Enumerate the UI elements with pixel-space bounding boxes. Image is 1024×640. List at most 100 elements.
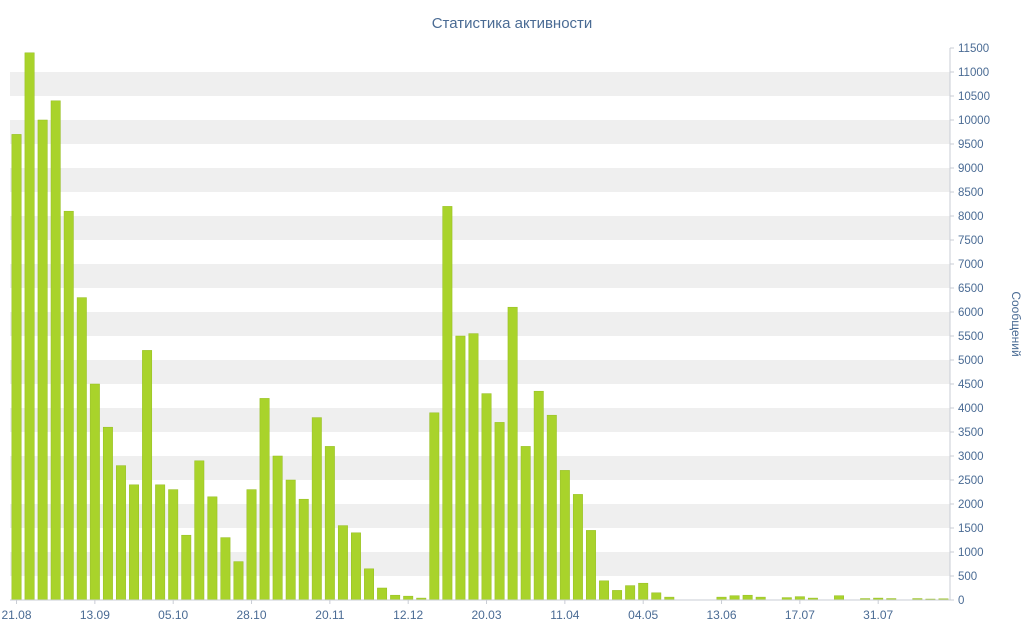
bar[interactable] <box>546 414 557 601</box>
bar[interactable] <box>324 446 335 601</box>
bar[interactable] <box>559 470 570 601</box>
bar[interactable] <box>259 398 270 601</box>
bar[interactable] <box>612 590 623 601</box>
bar[interactable] <box>129 484 139 601</box>
y-tick-label: 5000 <box>958 355 984 367</box>
y-tick-label: 5500 <box>958 331 984 343</box>
bar[interactable] <box>794 596 805 601</box>
bar[interactable] <box>220 537 231 601</box>
zebra-band <box>10 312 950 336</box>
bar[interactable] <box>455 335 466 601</box>
y-tick-label: 8000 <box>958 211 984 223</box>
y-tick-label: 4500 <box>958 379 984 391</box>
bar[interactable] <box>50 100 61 601</box>
x-tick-label: 05.10 <box>158 608 188 622</box>
bar[interactable] <box>155 484 166 601</box>
bar[interactable] <box>298 498 309 601</box>
bar[interactable] <box>63 210 74 601</box>
y-tick-label: 3500 <box>958 427 984 439</box>
bar[interactable] <box>207 496 218 601</box>
y-tick-label: 10000 <box>958 115 990 127</box>
x-tick-label: 28.10 <box>237 608 267 622</box>
bar[interactable] <box>468 333 479 601</box>
y-tick-label: 11500 <box>958 43 989 55</box>
bar[interactable] <box>533 390 544 601</box>
bar[interactable] <box>272 455 283 601</box>
y-tick-label: 9500 <box>958 139 984 151</box>
x-tick-label: 12.12 <box>393 608 423 622</box>
bar[interactable] <box>481 393 492 601</box>
bar[interactable] <box>729 595 740 601</box>
zebra-band <box>10 456 950 480</box>
y-tick-label: 11000 <box>958 67 989 79</box>
bar[interactable] <box>168 489 179 601</box>
y-tick-label: 500 <box>958 571 977 583</box>
bar[interactable] <box>520 446 531 601</box>
y-tick-label: 8500 <box>958 187 984 199</box>
bar[interactable] <box>834 595 844 601</box>
y-tick-label: 1500 <box>958 523 984 535</box>
bar[interactable] <box>351 532 361 601</box>
bar[interactable] <box>390 594 401 601</box>
bar[interactable] <box>625 585 636 601</box>
bar[interactable] <box>89 383 100 601</box>
bar[interactable] <box>599 580 609 601</box>
bar[interactable] <box>102 426 113 601</box>
bar[interactable] <box>11 134 22 601</box>
zebra-band <box>10 120 950 144</box>
bar[interactable] <box>586 530 596 601</box>
bar[interactable] <box>403 595 414 601</box>
bar[interactable] <box>116 465 126 601</box>
bar[interactable] <box>572 494 583 601</box>
bar[interactable] <box>377 587 388 601</box>
zebra-band <box>10 504 950 528</box>
x-tick-label: 20.11 <box>315 608 344 622</box>
bar[interactable] <box>246 489 257 601</box>
zebra-band <box>10 264 950 288</box>
bar[interactable] <box>651 592 662 601</box>
bar[interactable] <box>364 568 374 601</box>
zebra-band <box>10 552 950 576</box>
y-tick-label: 0 <box>958 595 964 607</box>
bar[interactable] <box>638 582 649 601</box>
bar[interactable] <box>76 297 87 601</box>
y-tick-label: 4000 <box>958 403 984 415</box>
y-tick-label: 6000 <box>958 307 984 319</box>
x-tick-label: 31.07 <box>863 608 893 622</box>
y-tick-label: 10500 <box>958 91 990 103</box>
bar[interactable] <box>311 417 322 601</box>
x-tick-label: 21.08 <box>2 608 32 622</box>
y-axis-title: Сообщений <box>1009 291 1023 356</box>
bar[interactable] <box>442 206 453 601</box>
x-tick-label: 17.07 <box>785 608 815 622</box>
bar[interactable] <box>142 350 153 601</box>
zebra-band <box>10 216 950 240</box>
y-tick-label: 9000 <box>958 163 984 175</box>
zebra-band <box>10 408 950 432</box>
zebra-band <box>10 72 950 96</box>
y-tick-label: 1000 <box>958 547 984 559</box>
bar[interactable] <box>429 412 440 601</box>
x-tick-label: 04.05 <box>628 608 658 622</box>
x-tick-label: 13.09 <box>80 608 110 622</box>
bar[interactable] <box>181 534 192 601</box>
bar[interactable] <box>24 52 35 601</box>
zebra-band <box>10 360 950 384</box>
bar[interactable] <box>742 594 753 601</box>
bar[interactable] <box>233 561 244 601</box>
y-tick-label: 7500 <box>958 235 984 247</box>
bar[interactable] <box>285 479 296 601</box>
bar[interactable] <box>337 525 348 601</box>
y-tick-label: 6500 <box>958 283 984 295</box>
y-tick-label: 3000 <box>958 451 984 463</box>
bar[interactable] <box>507 306 518 601</box>
bar[interactable] <box>194 460 205 601</box>
bar[interactable] <box>494 422 505 601</box>
chart-title: Статистика активности <box>431 15 593 32</box>
y-tick-label: 2500 <box>958 475 984 487</box>
y-tick-label: 7000 <box>958 259 984 271</box>
bar[interactable] <box>37 119 48 601</box>
x-tick-label: 11.04 <box>550 608 579 622</box>
